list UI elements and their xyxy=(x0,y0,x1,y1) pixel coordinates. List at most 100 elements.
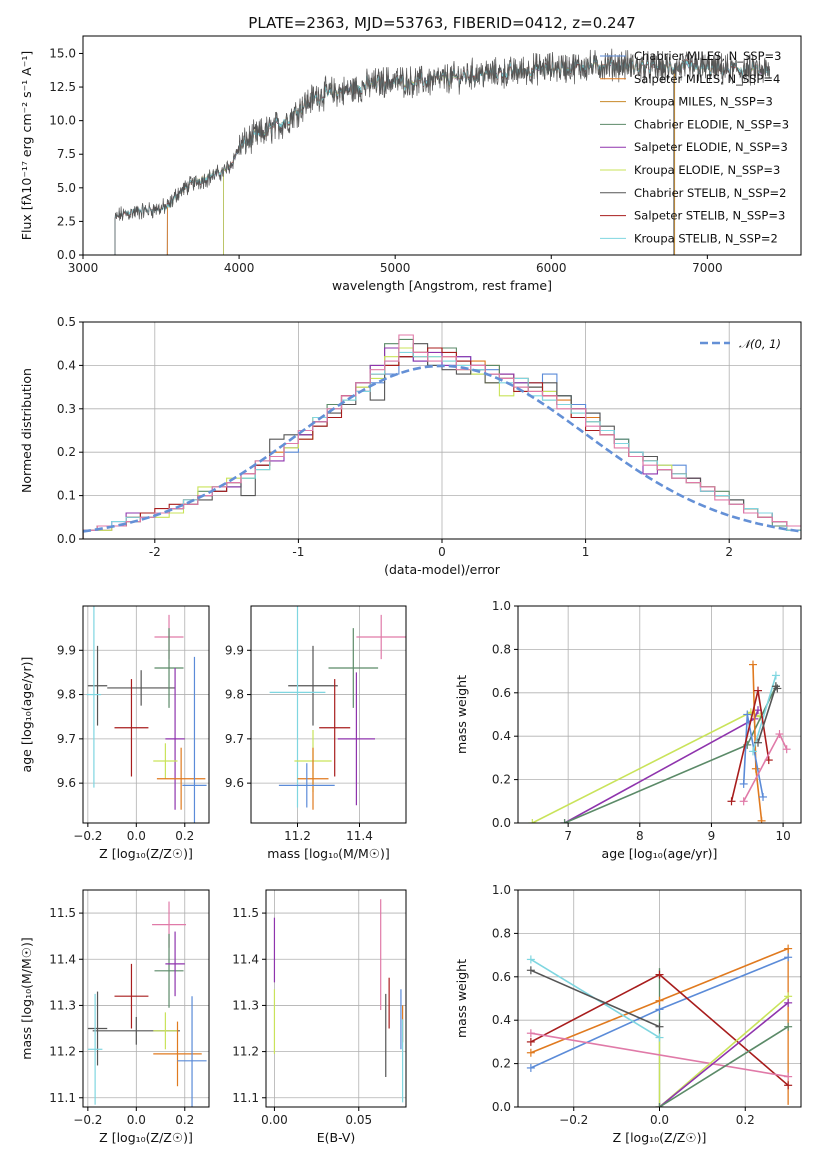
x-tick-label: 0.2 xyxy=(736,1113,755,1127)
spectrum-line xyxy=(223,56,770,255)
y-tick-label: 0.0 xyxy=(57,248,76,262)
panel-weight_vs_z: −0.2 0.0 0.2 0.0 0.2 0.4 0.6 0.8 1.0 Z [log₁₀(Z/Z… xyxy=(454,883,802,1145)
x-axis-label: (data-model)/error xyxy=(384,562,501,577)
x-tick-label: 3000 xyxy=(68,261,99,275)
y-tick-label: 9.9 xyxy=(57,643,76,657)
y-axis-label: Flux [fλ10⁻¹⁷ erg cm⁻² s⁻¹ A⁻¹] xyxy=(19,51,34,240)
x-tick-label: 9 xyxy=(708,829,716,843)
spectrum-line xyxy=(166,56,770,255)
y-tick-label: 12.5 xyxy=(49,80,76,94)
x-tick-label: −0.2 xyxy=(73,1113,102,1127)
y-tick-label: 5.0 xyxy=(57,181,76,195)
y-tick-label: 9.8 xyxy=(57,688,76,702)
y-tick-label: 11.3 xyxy=(49,998,76,1012)
spectrum-line xyxy=(114,56,770,255)
y-tick-label: 10.0 xyxy=(49,114,76,128)
legend-entry: Kroupa STELIB, N_SSP=2 xyxy=(634,231,778,245)
y-tick-label: 0.0 xyxy=(57,532,76,546)
y-tick-label: 0.8 xyxy=(492,642,511,656)
panel-age_vs_mass: 11.2 11.4 9.6 9.7 9.8 9.9 mass [log₁₀(M/M☉)] xyxy=(225,605,407,861)
y-axis-label: Normed distribution xyxy=(19,368,34,493)
y-tick-label: 0.4 xyxy=(492,729,511,743)
x-tick-label: 4000 xyxy=(224,261,255,275)
x-tick-label: 6000 xyxy=(536,261,567,275)
normal-curve xyxy=(83,364,801,533)
x-tick-label: 0 xyxy=(438,545,446,559)
panel-mass_vs_ebv: 0.00 0.05 11.1 11.2 11.3 11.4 11.5 E(B-V) xyxy=(232,889,407,1145)
x-tick-label: 0.2 xyxy=(175,829,194,843)
y-tick-label: 0.1 xyxy=(57,489,76,503)
x-tick-label: 1 xyxy=(582,545,590,559)
x-tick-label: -1 xyxy=(292,545,304,559)
x-axis-label: wavelength [Angstrom, rest frame] xyxy=(332,278,552,293)
y-tick-label: 0.0 xyxy=(492,816,511,830)
chart-title: PLATE=2363, MJD=53763, FIBERID=0412, z=0… xyxy=(248,14,635,32)
y-axis-label: mass weight xyxy=(454,675,469,754)
weight-line xyxy=(752,675,777,752)
axes-frame xyxy=(82,35,802,256)
x-axis-label: Z [log₁₀(Z/Z☉)] xyxy=(99,1130,193,1145)
y-tick-label: 11.3 xyxy=(232,998,259,1012)
y-tick-label: 0.2 xyxy=(57,445,76,459)
y-tick-label: 9.9 xyxy=(225,643,244,657)
y-tick-label: 9.7 xyxy=(57,732,76,746)
plot-area-residuals xyxy=(83,334,801,539)
x-axis-label: age [log₁₀(age/yr)] xyxy=(602,846,718,861)
spectrum-line xyxy=(223,57,770,255)
y-tick-label: 11.2 xyxy=(232,1045,259,1059)
x-axis-label: mass [log₁₀(M/M☉)] xyxy=(267,846,389,861)
weight-line xyxy=(730,690,770,802)
y-tick-label: 11.1 xyxy=(232,1091,259,1105)
x-tick-label: 5000 xyxy=(380,261,411,275)
x-tick-label: 10 xyxy=(775,829,790,843)
x-tick-label: 0.0 xyxy=(127,829,146,843)
axes-frame xyxy=(265,889,407,1108)
plot-area-age_vs_z xyxy=(86,606,207,823)
y-axis-label: mass [log₁₀(M/M☉)] xyxy=(19,937,34,1059)
x-tick-label: −0.2 xyxy=(73,829,102,843)
legend-entry: Salpeter MILES, N_SSP=4 xyxy=(634,72,780,86)
x-tick-label: 0.00 xyxy=(261,1113,288,1127)
x-tick-label: 0.0 xyxy=(127,1113,146,1127)
weight-line xyxy=(530,1032,789,1078)
plot-area-mass_vs_z xyxy=(87,901,207,1107)
plot-area-mass_vs_ebv xyxy=(273,899,404,1103)
legend-entry: Kroupa ELODIE, N_SSP=3 xyxy=(634,163,780,177)
plot-area-spectrum xyxy=(114,48,770,255)
weight-line xyxy=(742,732,788,802)
legend-entry: Chabrier MILES, N_SSP=3 xyxy=(634,49,781,63)
plot-area-weight_vs_age xyxy=(528,660,791,823)
y-tick-label: 11.5 xyxy=(232,906,259,920)
spectrum-line xyxy=(114,48,770,255)
axes-frame xyxy=(250,605,407,824)
weight-line xyxy=(659,1026,789,1107)
y-tick-label: 0.4 xyxy=(492,1013,511,1027)
spectrum-line xyxy=(114,56,770,255)
panel-spectrum: 3000 4000 5000 6000 7000 0.0 2.5 5.0 7.5 10.0 12.5… xyxy=(19,14,802,293)
y-tick-label: 2.5 xyxy=(57,214,76,228)
y-tick-label: 0.8 xyxy=(492,926,511,940)
x-tick-label: 0.0 xyxy=(650,1113,669,1127)
y-tick-label: 0.4 xyxy=(57,358,76,372)
legend-entry: Chabrier ELODIE, N_SSP=3 xyxy=(634,117,789,131)
y-tick-label: 0.2 xyxy=(492,1057,511,1071)
y-tick-label: 11.4 xyxy=(49,952,76,966)
y-axis-label: age [log₁₀(age/yr)] xyxy=(19,657,34,773)
axes-frame xyxy=(82,605,210,824)
x-tick-label: -2 xyxy=(149,545,161,559)
y-tick-label: 11.5 xyxy=(49,906,76,920)
axes-frame xyxy=(82,889,210,1108)
spectrum-line xyxy=(223,57,770,255)
x-axis-label: E(B-V) xyxy=(317,1130,356,1145)
panel-weight_vs_age: 7 8 9 10 0.0 0.2 0.4 0.6 0.8 1.0 age [log₁₀(age/yr… xyxy=(454,599,802,861)
x-tick-label: 11.4 xyxy=(346,829,373,843)
legend-entry: Salpeter STELIB, N_SSP=3 xyxy=(634,209,785,223)
y-tick-label: 0.2 xyxy=(492,773,511,787)
x-axis-label: Z [log₁₀(Z/Z☉)] xyxy=(613,1130,707,1145)
x-tick-label: 0.05 xyxy=(345,1113,372,1127)
panel-mass_vs_z: −0.2 0.0 0.2 11.1 11.2 11.3 11.4 11.5 Z [log₁₀(Z… xyxy=(19,889,210,1145)
x-axis-label: Z [log₁₀(Z/Z☉)] xyxy=(99,846,193,861)
y-tick-label: 15.0 xyxy=(49,46,76,60)
x-tick-label: 7 xyxy=(564,829,572,843)
x-tick-label: 11.2 xyxy=(284,829,311,843)
